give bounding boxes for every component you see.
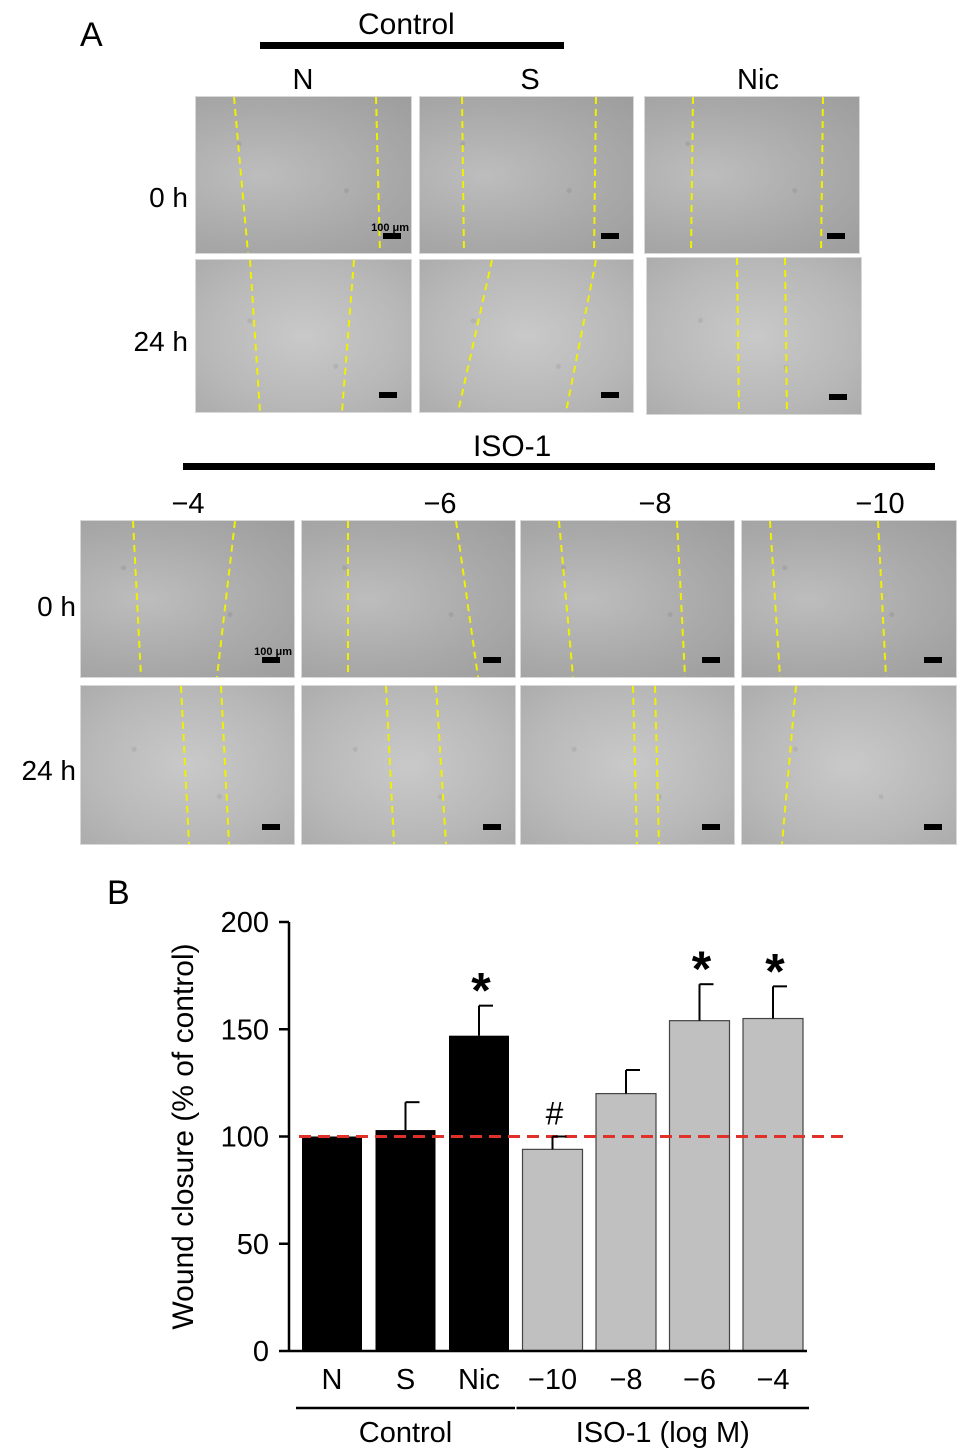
micrograph-n-0h: 100 μm xyxy=(195,96,412,254)
micrograph-nic-24h xyxy=(646,257,862,415)
scale-bar-label: 100 μm xyxy=(371,222,409,234)
x-tick-label: Nic xyxy=(458,1364,500,1396)
scale-bar xyxy=(601,233,619,239)
col-label-iso-m10: −10 xyxy=(855,488,905,520)
col-label-iso-m4: −4 xyxy=(171,488,205,520)
micrograph-iso-m4-24h xyxy=(80,685,295,845)
x-tick-label: S xyxy=(396,1364,415,1396)
significance-mark: * xyxy=(765,943,785,999)
bar-iso xyxy=(521,1148,584,1352)
scale-bar-label: 100 μm xyxy=(254,646,292,658)
control-group-label: Control xyxy=(359,1417,453,1449)
y-tick-label: 200 xyxy=(221,907,269,939)
col-label-s: S xyxy=(520,64,540,96)
bar-iso xyxy=(742,1017,804,1352)
iso-group-label: ISO-1 (log M) xyxy=(576,1417,750,1449)
micrograph-iso-m10-0h xyxy=(741,520,957,678)
micrograph-n-24h xyxy=(195,259,412,413)
row-label-24h-control: 24 h xyxy=(133,326,189,357)
row-label-0h-control: 0 h xyxy=(149,182,188,213)
micrograph-nic-0h xyxy=(644,96,860,254)
significance-mark: # xyxy=(546,1096,564,1132)
micrograph-s-24h xyxy=(419,259,634,413)
scale-bar xyxy=(262,657,280,663)
col-label-iso-m8: −8 xyxy=(638,488,672,520)
scale-bar xyxy=(702,657,720,663)
bar-control xyxy=(449,1035,509,1351)
control-header: Control xyxy=(358,8,455,41)
micrograph-s-0h xyxy=(419,96,634,254)
col-label-iso-m6: −6 xyxy=(423,488,457,520)
scale-bar xyxy=(829,394,847,400)
scale-bar xyxy=(383,233,401,239)
y-tick-label: 100 xyxy=(221,1122,269,1154)
row-label-0h-iso: 0 h xyxy=(37,591,76,622)
bar-control xyxy=(302,1136,362,1351)
col-label-n: N xyxy=(292,64,314,96)
scale-bar xyxy=(702,824,720,830)
scale-bar xyxy=(483,657,501,663)
scale-bar xyxy=(827,233,845,239)
control-header-bar xyxy=(260,42,564,49)
y-tick-label: 50 xyxy=(237,1229,269,1261)
iso-header: ISO-1 xyxy=(473,430,552,463)
col-label-nic: Nic xyxy=(737,64,779,96)
scale-bar xyxy=(924,824,942,830)
scale-bar xyxy=(262,824,280,830)
micrograph-iso-m10-24h xyxy=(741,685,957,845)
panel-b-letter: B xyxy=(107,874,130,912)
panel-a-letter: A xyxy=(80,16,103,54)
y-tick-label: 0 xyxy=(253,1336,269,1368)
scale-bar xyxy=(924,657,942,663)
micrograph-iso-m8-0h xyxy=(520,520,735,678)
micrograph-iso-m6-0h xyxy=(301,520,516,678)
bar-iso xyxy=(668,1020,731,1352)
scale-bar xyxy=(483,824,501,830)
micrograph-iso-m6-24h xyxy=(301,685,516,845)
y-tick-label: 150 xyxy=(221,1014,269,1046)
row-label-24h-iso: 24 h xyxy=(21,755,77,786)
iso-header-bar xyxy=(183,463,935,470)
y-axis-label: Wound closure (% of control) xyxy=(167,943,200,1329)
scale-bar xyxy=(601,392,619,398)
x-tick-label: N xyxy=(322,1364,343,1396)
micrograph-iso-m8-24h xyxy=(520,685,735,845)
bar-iso xyxy=(595,1093,657,1352)
bar-control xyxy=(375,1130,436,1351)
wound-closure-bar-chart: Wound closure (% of control) 0 50 100 150 20… xyxy=(167,907,848,1449)
micrograph-iso-m4-0h: 100 μm xyxy=(80,520,295,678)
x-tick-label: −8 xyxy=(609,1364,642,1396)
x-tick-label: −10 xyxy=(528,1364,577,1396)
significance-mark: * xyxy=(471,963,491,1019)
x-tick-label: −6 xyxy=(683,1364,716,1396)
significance-mark: * xyxy=(692,941,712,997)
scale-bar xyxy=(379,392,397,398)
x-tick-label: −4 xyxy=(756,1364,789,1396)
